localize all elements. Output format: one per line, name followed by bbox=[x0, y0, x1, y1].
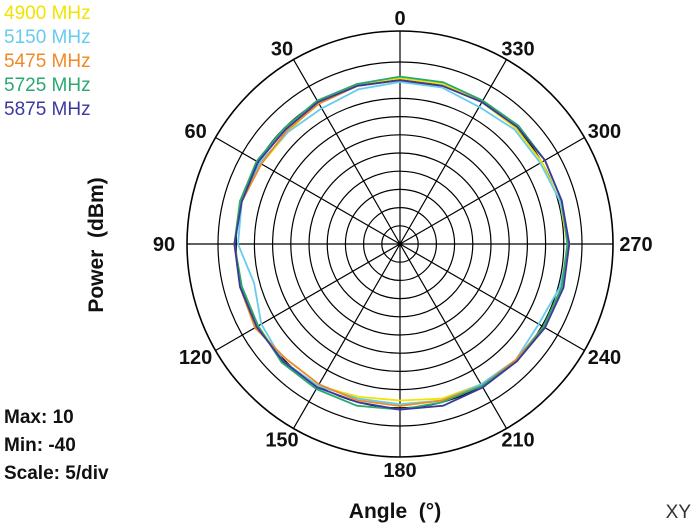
y-axis-label: Power (dBm) bbox=[85, 177, 108, 313]
scale-info: Max: 10 Min: -40 Scale: 5/div bbox=[4, 404, 109, 488]
angle-tick-label: 240 bbox=[588, 347, 621, 369]
grid-spoke bbox=[292, 59, 401, 245]
chart-legend: 4900 MHz 5150 MHz 5475 MHz 5725 MHz 5875 MHz bbox=[4, 2, 91, 122]
angle-tick-label: 30 bbox=[271, 38, 293, 60]
x-axis-label: Angle (°) bbox=[348, 500, 442, 523]
series-line-4 bbox=[233, 79, 571, 411]
legend-entry: 5875 MHz bbox=[4, 99, 91, 120]
grid-spoke bbox=[215, 243, 401, 352]
angle-tick-label: 150 bbox=[265, 430, 298, 452]
angle-tick-label: 90 bbox=[153, 234, 175, 256]
legend-entry: 4900 MHz bbox=[4, 3, 91, 24]
corner-label: XY bbox=[665, 502, 691, 523]
angle-tick-label: 0 bbox=[394, 8, 405, 30]
angle-tick-label: 330 bbox=[501, 38, 534, 60]
legend-entry: 5150 MHz bbox=[4, 27, 91, 48]
grid-spoke bbox=[292, 243, 401, 429]
max-value-label: Max: 10 bbox=[4, 407, 74, 428]
grid-spoke bbox=[215, 136, 401, 245]
scale-label: Scale: 5/div bbox=[4, 463, 109, 484]
min-value-label: Min: -40 bbox=[4, 435, 76, 456]
angle-tick-label: 210 bbox=[501, 430, 534, 452]
legend-entry: 5475 MHz bbox=[4, 51, 91, 72]
grid-spoke bbox=[399, 243, 508, 429]
angle-tick-label: 270 bbox=[619, 234, 652, 256]
angle-tick-label: 300 bbox=[588, 121, 621, 143]
grid-spoke bbox=[399, 243, 585, 352]
angle-tick-label: 60 bbox=[184, 121, 206, 143]
grid-spoke bbox=[399, 136, 585, 245]
angle-tick-label: 180 bbox=[383, 460, 416, 482]
legend-entry: 5725 MHz bbox=[4, 75, 91, 96]
angle-tick-label: 120 bbox=[179, 347, 212, 369]
series-line-1 bbox=[237, 81, 571, 406]
grid-spoke bbox=[399, 59, 508, 245]
